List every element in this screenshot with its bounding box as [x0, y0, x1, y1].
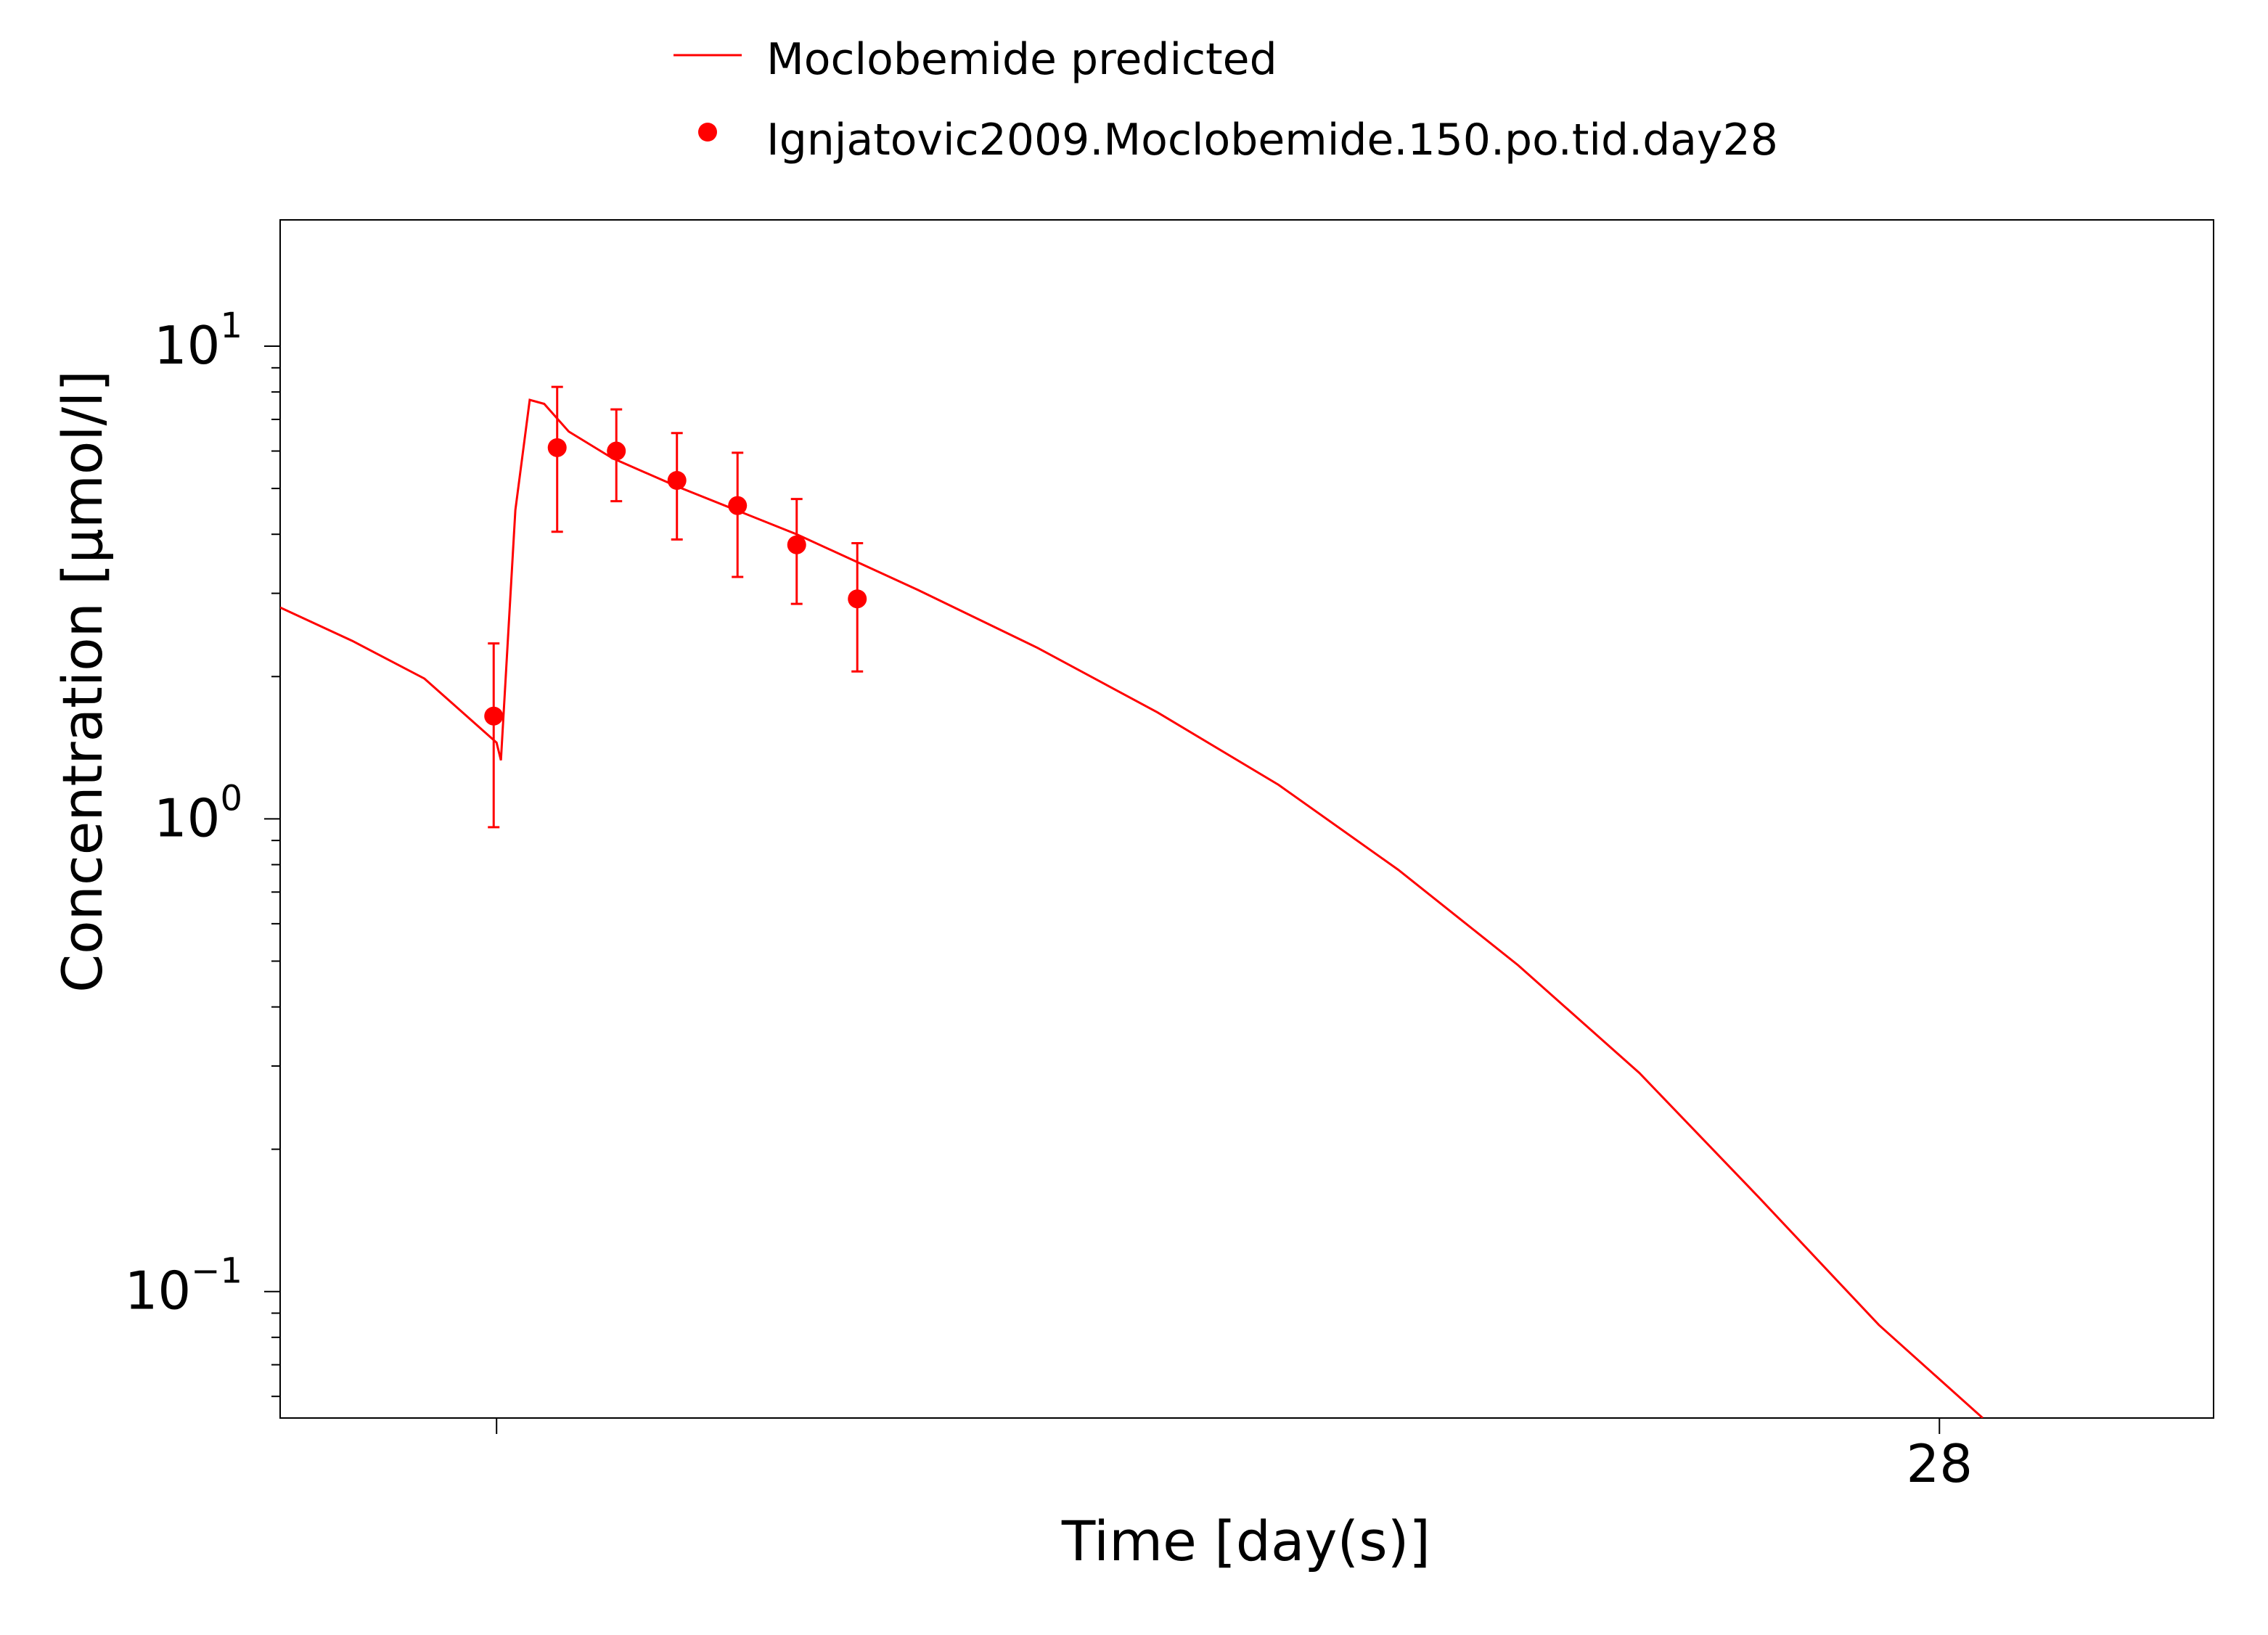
y-axis-label: Concentration [µmol/l] [50, 370, 115, 993]
y-tick-base: 10 [154, 315, 221, 376]
y-tick-label: 10−1 [125, 1251, 242, 1321]
legend-marker-observed [698, 123, 717, 142]
data-point [667, 470, 687, 490]
data-point [547, 438, 567, 457]
x-axis-label: Time [day(s)] [1061, 1509, 1430, 1573]
predicted-line [280, 398, 1984, 1418]
data-point [848, 589, 867, 609]
x-tick-label: 28 [1906, 1433, 1973, 1494]
y-tick-exponent: 0 [220, 778, 242, 819]
data-point [607, 441, 626, 461]
legend-label-predicted: Moclobemide predicted [766, 34, 1277, 85]
y-tick-label: 101 [154, 306, 242, 376]
data-point [484, 706, 504, 726]
y-tick-label: 100 [154, 778, 242, 848]
legend: Moclobemide predicted Ignjatovic2009.Moc… [674, 34, 1778, 165]
data-point [728, 496, 748, 515]
y-tick-exponent: 1 [220, 306, 242, 346]
legend-label-observed: Ignjatovic2009.Moclobemide.150.po.tid.da… [766, 115, 1778, 165]
plot-frame [279, 219, 2214, 1419]
data-point [787, 535, 806, 554]
y-tick-base: 10 [125, 1261, 192, 1321]
y-tick-exponent: −1 [191, 1251, 242, 1292]
y-tick-base: 10 [154, 787, 221, 848]
